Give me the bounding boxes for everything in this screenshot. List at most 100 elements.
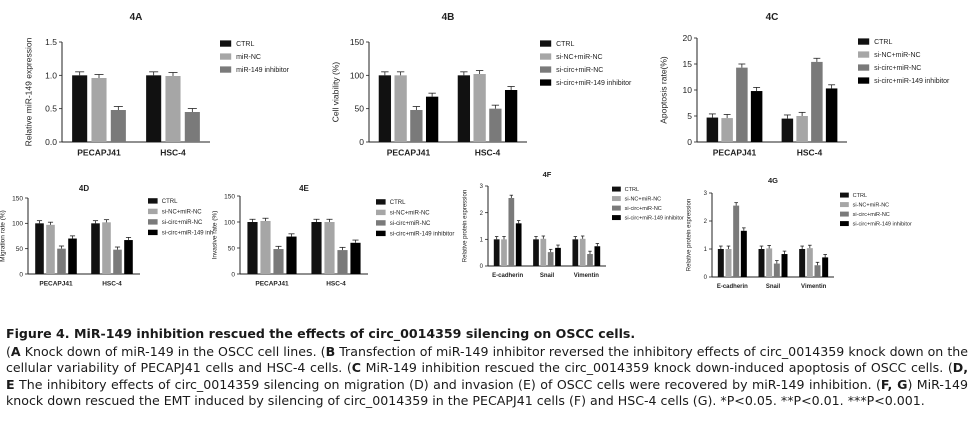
chart-3-bar xyxy=(102,222,111,274)
chart-5-legend-label: si-circ+miR-NC xyxy=(625,206,662,212)
chart-5-xtick-label: Vimentin xyxy=(574,273,600,279)
chart-1-title: 4B xyxy=(442,12,455,23)
chart-1-ytick-label: 50 xyxy=(355,104,365,114)
chart-5-legend-swatch xyxy=(612,215,621,221)
chart-4-legend-label: si-circ+miR-NC xyxy=(390,221,431,227)
caption-sig-3: ***P<0.001. xyxy=(847,393,925,409)
chart-0-legend-swatch xyxy=(220,66,232,73)
chart-1-bar xyxy=(473,74,486,142)
chart-3-bar xyxy=(35,223,44,274)
chart-6-ytick-label: 1 xyxy=(704,247,708,253)
chart-6-bar xyxy=(766,248,773,277)
chart-0-xtick-label: HSC-4 xyxy=(160,148,186,158)
chart-2-legend-swatch xyxy=(858,77,870,84)
chart-5-bar xyxy=(540,238,547,266)
chart-0-legend-swatch xyxy=(220,40,232,47)
chart-5-ytick-label: 2 xyxy=(480,211,484,217)
chart-6-xtick-label: Vimentin xyxy=(801,284,827,290)
chart-3-legend-label: si-NC+miR-NC xyxy=(162,210,202,216)
chart-6-xtick-label: Snail xyxy=(766,284,781,290)
chart-3-legend-label: si-circ+miR-NC xyxy=(162,220,203,226)
chart-4-bar xyxy=(260,220,271,274)
chart-0-legend-swatch xyxy=(220,53,232,60)
chart-2-bar xyxy=(721,118,733,142)
chart-6-legend-swatch xyxy=(840,211,849,217)
chart-4-legend-swatch xyxy=(376,199,386,205)
chart-3-ylabel: Migration rate (%) xyxy=(0,210,7,262)
chart-6-ytick-label: 2 xyxy=(704,219,708,225)
chart-6-bar xyxy=(822,257,829,277)
chart-4-ytick-label: 150 xyxy=(224,193,235,200)
chart-2-ytick-label: 0 xyxy=(687,137,692,147)
chart-5-bar xyxy=(508,198,515,266)
chart-6-bar xyxy=(733,205,740,277)
chart-3-legend-swatch xyxy=(148,208,158,215)
chart-1-legend-swatch xyxy=(540,66,552,73)
chart-3-title: 4D xyxy=(79,184,89,193)
chart-1-bar xyxy=(410,110,423,142)
chart-3-bar xyxy=(91,223,100,274)
chart-0-bar xyxy=(184,112,200,142)
chart-canvas: 4A 0.0 0.5 1.0 1.5 Relative miR-149 expressio… xyxy=(0,12,950,290)
chart-0-bar xyxy=(91,78,107,142)
chart-0-bar xyxy=(110,110,126,142)
chart-0-ylabel: Relative miR-149 expression xyxy=(23,37,33,146)
chart-3-ytick-label: 150 xyxy=(12,195,23,202)
chart-1-bar xyxy=(394,75,407,142)
chart-2-title: 4C xyxy=(766,12,779,23)
caption-label-de: D, E xyxy=(6,360,968,392)
chart-4-ytick-label: 0 xyxy=(231,271,235,278)
chart-4-bar xyxy=(311,222,322,274)
chart-6-legend-label: CTRL xyxy=(853,193,867,199)
chart-0-ytick-label: 0.5 xyxy=(45,104,57,114)
chart-5-bar xyxy=(515,223,522,266)
chart-0-title: 4A xyxy=(130,12,143,23)
chart-1-ytick-label: 150 xyxy=(350,37,364,47)
chart-6-legend-swatch xyxy=(840,221,849,227)
caption-label-a: A xyxy=(10,343,21,359)
chart-0-legend-label: CTRL xyxy=(236,41,254,48)
chart-3-legend-swatch xyxy=(148,198,158,204)
chart-6-bar xyxy=(773,263,780,277)
chart-6-ytick-label: 3 xyxy=(704,191,708,197)
chart-2-bar xyxy=(811,61,823,142)
chart-2-ylabel: Apoptosis rate(%) xyxy=(658,56,668,124)
chart-3-legend-label: si-circ+miR-149 inh xyxy=(162,231,214,237)
chart-2-legend-label: si-circ+miR-149 inhibitor xyxy=(874,78,950,85)
chart-3-legend-label: CTRL xyxy=(162,199,178,205)
chart-6-bar xyxy=(781,254,788,277)
chart-5-bar xyxy=(533,239,539,266)
chart-6-ytick-label: 0 xyxy=(704,275,708,281)
chart-0-bar xyxy=(72,75,88,142)
chart-2-bar xyxy=(781,118,794,142)
caption-text-a: Knock down of miR-149 in the OSCC cell l… xyxy=(20,343,326,359)
chart-1-ytick-label: 100 xyxy=(350,70,364,80)
chart-2-legend-label: si-NC+miR-NC xyxy=(874,52,920,59)
chart-6-bar xyxy=(806,248,813,277)
chart-5-legend-swatch xyxy=(612,186,621,192)
chart-0-xtick-label: PECAPJ41 xyxy=(77,148,121,158)
caption-text-de: The inhibitory effects of circ_0014359 s… xyxy=(14,376,881,392)
caption-label-fg: F, G xyxy=(880,376,908,392)
chart-1-bar xyxy=(378,75,392,142)
chart-4-legend-label: si-circ+miR-149 inhibitor xyxy=(390,232,455,238)
chart-4-legend-swatch xyxy=(376,230,386,237)
chart-1-legend-label: si-circ+miR-149 inhibitor xyxy=(556,80,632,87)
chart-2-xtick-label: HSC-4 xyxy=(797,148,823,158)
chart-6-legend-label: si-circ+miR-NC xyxy=(853,212,890,218)
chart-6-title: 4G xyxy=(768,176,778,185)
chart-0-legend-label: miR-NC xyxy=(236,54,261,61)
chart-2-bar xyxy=(796,116,808,142)
chart-3-xtick-label: HSC-4 xyxy=(102,281,122,288)
chart-1-legend-swatch xyxy=(540,79,552,86)
chart-2-bar xyxy=(750,91,763,142)
chart-5-xtick-label: Snail xyxy=(540,273,555,279)
chart-0-ytick-label: 0.0 xyxy=(45,137,57,147)
chart-4-ytick-label: 100 xyxy=(224,219,235,226)
chart-3-xtick-label: PECAPJ41 xyxy=(39,281,73,288)
chart-4-xtick-label: PECAPJ41 xyxy=(255,281,289,288)
chart-6-legend-label: si-NC+miR-NC xyxy=(853,203,890,209)
chart-1-legend-label: si-NC+miR-NC xyxy=(556,54,602,61)
caption-label-c: C xyxy=(351,360,362,376)
caption-title: Figure 4. MiR-149 inhibition rescued the… xyxy=(6,326,636,341)
